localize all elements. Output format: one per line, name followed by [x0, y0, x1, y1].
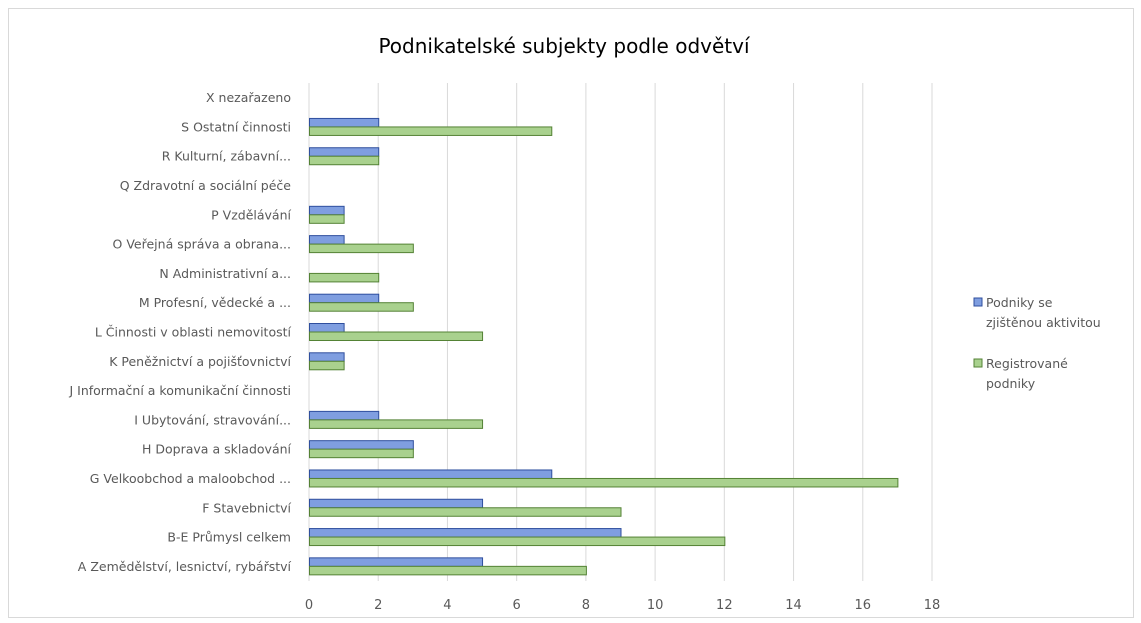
bar [310, 420, 483, 429]
chart-title: Podnikatelské subjekty podle odvětví [378, 34, 751, 58]
category-label: X nezařazeno [206, 90, 291, 105]
legend-label: zjištěnou aktivitou [986, 315, 1101, 330]
legend-label: Registrované [986, 356, 1068, 371]
bar [310, 537, 725, 546]
category-label: H Doprava a skladování [142, 442, 291, 457]
bar-chart: Podnikatelské subjekty podle odvětví A Z… [9, 9, 1135, 619]
bar [310, 478, 898, 487]
legend-swatch [974, 359, 982, 367]
bar [310, 529, 622, 538]
category-label: P Vzdělávání [211, 207, 291, 222]
legend-label: podniky [986, 376, 1036, 391]
bar [310, 566, 587, 575]
category-label: Q Zdravotní a sociální péče [120, 178, 292, 193]
bar [310, 441, 414, 450]
x-tick-label: 8 [582, 598, 590, 613]
x-tick-label: 4 [443, 598, 451, 613]
bar [310, 499, 483, 508]
bar [310, 332, 483, 341]
x-tick-label: 18 [924, 598, 941, 613]
category-label: L Činnosti v oblasti nemovitostí [95, 325, 292, 340]
bar [310, 215, 345, 224]
category-label: K Peněžnictví a pojišťovnictví [109, 354, 291, 369]
category-label: O Veřejná správa a obrana... [113, 237, 291, 252]
bar [310, 236, 345, 245]
category-label: A Zemědělství, lesnictví, rybářství [78, 559, 292, 574]
chart-frame: Podnikatelské subjekty podle odvětví A Z… [8, 8, 1134, 618]
x-axis-ticks: 0 2 4 6 8 10 12 14 16 18 [305, 598, 940, 613]
bar [310, 244, 414, 253]
bar [310, 156, 379, 165]
x-tick-label: 12 [716, 598, 733, 613]
category-label: S Ostatní činnosti [181, 119, 291, 134]
category-label: G Velkoobchod a maloobchod ... [90, 471, 291, 486]
x-tick-label: 10 [647, 598, 664, 613]
bar [310, 470, 552, 479]
legend: Podniky se zjištěnou aktivitou Registrovan… [974, 295, 1101, 391]
bar [310, 361, 345, 370]
bar [310, 206, 345, 215]
bar [310, 127, 552, 136]
category-label: J Informační a komunikační činnosti [68, 383, 291, 398]
category-label: R Kulturní, zábavní... [162, 149, 291, 164]
x-tick-label: 6 [513, 598, 521, 613]
bars [310, 118, 898, 574]
bar [310, 508, 622, 517]
bar [310, 353, 345, 362]
category-label: I Ubytování, stravování... [134, 412, 291, 427]
bar [310, 303, 414, 312]
x-tick-label: 16 [855, 598, 872, 613]
bar [310, 324, 345, 333]
bar [310, 294, 379, 303]
bar [310, 411, 379, 420]
category-label: N Administrativní a... [159, 266, 291, 281]
bar [310, 449, 414, 458]
x-tick-label: 0 [305, 598, 313, 613]
bar [310, 148, 379, 157]
legend-label: Podniky se [986, 295, 1053, 310]
category-label: B-E Průmysl celkem [167, 530, 291, 545]
bar [310, 558, 483, 567]
bar [310, 273, 379, 282]
category-label: M Profesní, vědecké a ... [139, 295, 291, 310]
x-tick-label: 14 [785, 598, 802, 613]
category-label: F Stavebnictví [202, 500, 291, 515]
legend-swatch [974, 298, 982, 306]
category-labels: A Zemědělství, lesnictví, rybářství B-E P… [68, 90, 291, 574]
x-tick-label: 2 [374, 598, 382, 613]
bar [310, 118, 379, 127]
